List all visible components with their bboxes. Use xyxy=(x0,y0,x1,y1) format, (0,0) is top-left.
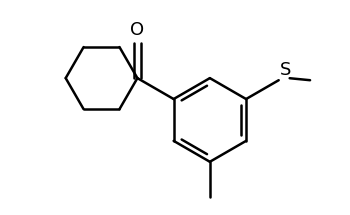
Text: O: O xyxy=(130,21,145,39)
Text: S: S xyxy=(280,61,291,79)
